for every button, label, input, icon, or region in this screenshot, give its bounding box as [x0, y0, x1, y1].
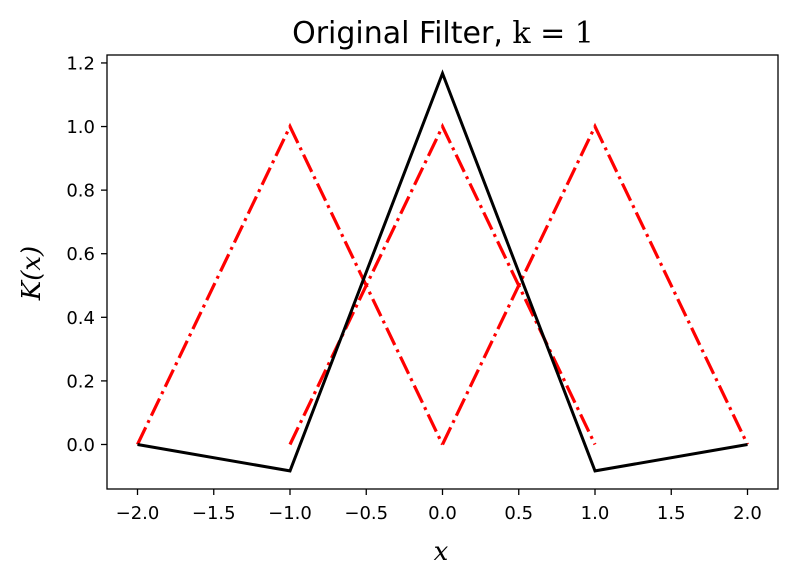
y-tick-label: 1.2 [66, 53, 95, 74]
chart-title-text: Original Filter, [292, 16, 512, 51]
y-tick-label: 0.4 [66, 308, 95, 329]
y-tick-label: 0.6 [66, 244, 95, 265]
chart-title-math: k = 1 [512, 16, 593, 51]
x-tick-label: 2.0 [733, 503, 762, 524]
x-axis-title: x [434, 537, 449, 567]
series-line-hat-basis-left [136, 122, 444, 446]
series-line-hat-basis-center [288, 122, 597, 446]
x-tick-label: 0.0 [428, 503, 457, 524]
x-tick-label: −1.0 [268, 503, 312, 524]
x-tick-label: 1.0 [581, 503, 610, 524]
x-tick-label: −1.5 [192, 503, 236, 524]
series-line-hat-basis-right [441, 122, 749, 446]
series-line-original-filter [137, 69, 748, 473]
y-axis-title: K(x) [17, 246, 47, 301]
chart-title: Original Filter, k = 1 [292, 16, 594, 51]
y-tick-label: 0.2 [66, 371, 95, 392]
x-tick-label: 0.5 [504, 503, 533, 524]
y-tick-label: 0.8 [66, 181, 95, 202]
x-tick-label: 1.5 [657, 503, 686, 524]
y-tick-label: 1.0 [66, 117, 95, 138]
axes-frame [106, 54, 779, 490]
y-tick-label: 0.0 [66, 435, 95, 456]
x-tick-label: −0.5 [344, 503, 388, 524]
x-tick-label: −2.0 [116, 503, 160, 524]
plot-area: −2.0 −1.5 −1.0 −0.5 0.0 0.5 1.0 1.5 2.0 0.0 0.2 0.4… [66, 53, 779, 524]
